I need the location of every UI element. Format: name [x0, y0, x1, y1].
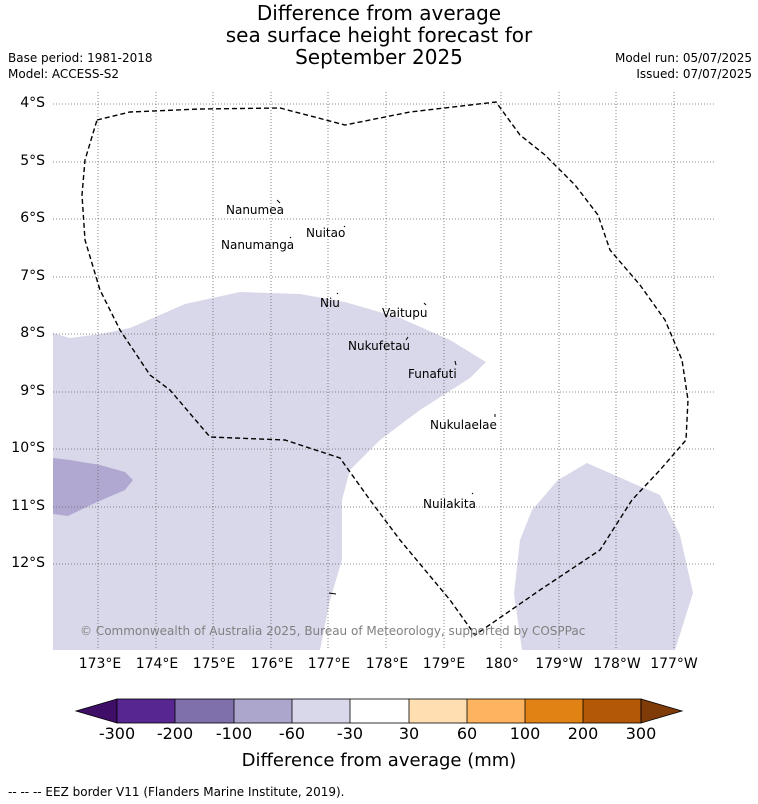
- colorbar-extend-high: [640, 698, 684, 724]
- lon-label: 174°E: [135, 656, 179, 672]
- colorbar-swatch: [583, 699, 641, 723]
- island-marker-nanumanga: [289, 236, 292, 239]
- lon-label: 175°E: [192, 656, 236, 672]
- lon-label: 179°E: [422, 656, 466, 672]
- lon-label: 176°E: [250, 656, 294, 672]
- colorbar-swatch: [467, 699, 525, 723]
- lat-label: 8°S: [20, 325, 45, 341]
- lat-label: 7°S: [20, 268, 45, 284]
- model-run: Model run: 05/07/2025: [614, 51, 752, 65]
- colorbar-tick-label: -60: [278, 724, 306, 743]
- island-label-nuitao: Nuitao: [306, 226, 346, 240]
- anomaly-region-west-strong: [53, 458, 133, 516]
- colorbar-tick-label: -200: [156, 724, 194, 743]
- eez-border: [81, 101, 689, 636]
- colorbar-tick-label: -100: [215, 724, 253, 743]
- lon-label: 178°E: [365, 656, 409, 672]
- island-marker-nanumea: [276, 199, 281, 204]
- graticule: [53, 92, 714, 650]
- issued-date: Issued: 07/07/2025: [636, 67, 752, 81]
- island-marker-niu: [336, 292, 339, 295]
- colorbar-swatch: [234, 699, 292, 723]
- lat-label: 11°S: [11, 498, 45, 514]
- colorbar-extend-low: [74, 698, 118, 724]
- lat-label: 4°S: [20, 95, 45, 111]
- lat-label: 5°S: [20, 153, 45, 169]
- chart-title-line3: September 2025: [295, 45, 463, 69]
- colorbar-swatch: [409, 699, 467, 723]
- lon-label: 179°W: [535, 656, 583, 672]
- island-label-nanumea: Nanumea: [226, 203, 284, 217]
- lat-label: 6°S: [20, 210, 45, 226]
- colorbar-swatch: [350, 699, 409, 723]
- colorbar: [74, 698, 684, 724]
- island-label-vaitupu: Vaitupu: [382, 306, 428, 320]
- lon-label: 178°W: [593, 656, 641, 672]
- island-label-niu: Niu: [320, 296, 340, 310]
- colorbar-tick-label: 60: [456, 724, 478, 743]
- colorbar-swatch: [117, 699, 175, 723]
- island-marker-nukufetau: [405, 336, 409, 341]
- colorbar-swatch: [175, 699, 234, 723]
- lon-label: 177°W: [650, 656, 698, 672]
- lon-label: 177°E: [307, 656, 351, 672]
- island-marker-funafuti: [454, 360, 457, 366]
- colorbar-tick-label: -300: [98, 724, 136, 743]
- lon-label: 180°: [485, 656, 519, 672]
- colorbar-title: Difference from average (mm): [241, 750, 517, 771]
- colorbar-tick-label: -30: [336, 724, 364, 743]
- copyright-credit: © Commonwealth of Australia 2025, Bureau…: [80, 624, 586, 638]
- base-period: Base period: 1981-2018: [8, 51, 153, 65]
- island-marker-nuitao: [343, 225, 346, 228]
- island-label-nuilakita: Nuilakita: [423, 497, 476, 511]
- chart-title-line2: sea surface height forecast for: [225, 23, 533, 47]
- chart-title-line1: Difference from average: [256, 1, 502, 25]
- anomaly-region-west: [53, 292, 486, 650]
- lat-label: 12°S: [11, 555, 45, 571]
- island-marker-vaitupu: [423, 302, 427, 306]
- colorbar-tick-label: 30: [398, 724, 420, 743]
- lat-label: 10°S: [11, 440, 45, 456]
- colorbar-tick-label: 200: [567, 724, 599, 743]
- island-label-nanumanga: Nanumanga: [221, 238, 295, 252]
- eez-legend-note: -- -- -- EEZ border V11 (Flanders Marine…: [8, 785, 345, 799]
- colorbar-tick-label: 100: [509, 724, 541, 743]
- island-label-funafuti: Funafuti: [408, 367, 457, 381]
- island-marker-nuilakita: [471, 492, 474, 495]
- island-label-nukulaelae: Nukulaelae: [430, 418, 497, 432]
- colorbar-swatch: [292, 699, 350, 723]
- island-markers: [276, 199, 496, 595]
- reef-marker: [328, 592, 337, 595]
- lat-label: 9°S: [20, 383, 45, 399]
- lon-label: 173°E: [78, 656, 122, 672]
- colorbar-tick-label: 300: [625, 724, 657, 743]
- model-name: Model: ACCESS-S2: [8, 67, 120, 81]
- colorbar-swatch: [525, 699, 583, 723]
- island-label-nukufetau: Nukufetau: [348, 339, 411, 353]
